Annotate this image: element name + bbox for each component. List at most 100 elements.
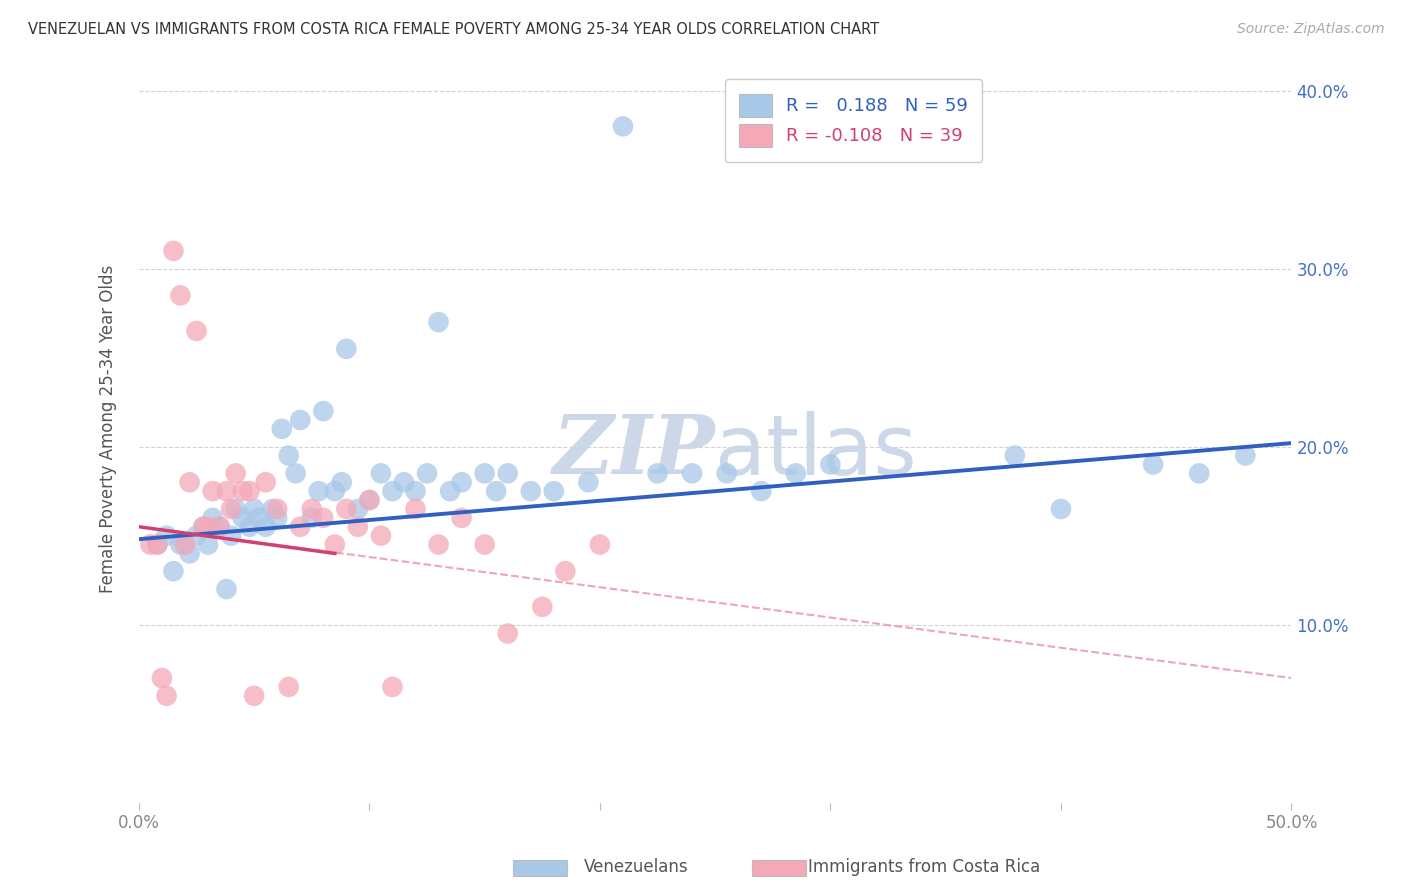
Point	[312, 404, 335, 418]
Point	[266, 502, 288, 516]
Point	[270, 422, 292, 436]
Point	[225, 502, 247, 516]
Point	[219, 529, 242, 543]
Point	[277, 449, 299, 463]
Point	[243, 689, 266, 703]
Text: Venezuelans: Venezuelans	[583, 858, 688, 876]
Point	[238, 520, 260, 534]
Point	[381, 484, 404, 499]
Point	[301, 502, 323, 516]
Point	[254, 475, 277, 490]
Point	[215, 582, 238, 596]
Point	[266, 511, 288, 525]
Point	[290, 413, 312, 427]
Point	[647, 467, 669, 481]
Point	[749, 484, 772, 499]
Point	[1142, 458, 1164, 472]
Point	[225, 467, 247, 481]
Point	[347, 520, 370, 534]
Point	[201, 511, 224, 525]
Point	[485, 484, 508, 499]
Point	[169, 537, 191, 551]
Point	[197, 520, 219, 534]
Point	[554, 564, 576, 578]
Point	[392, 475, 415, 490]
Point	[186, 324, 208, 338]
Point	[208, 520, 231, 534]
Point	[370, 529, 392, 543]
Point	[1050, 502, 1073, 516]
Point	[201, 484, 224, 499]
Point	[247, 511, 270, 525]
Point	[277, 680, 299, 694]
Point	[474, 537, 496, 551]
Point	[519, 484, 541, 499]
Point	[232, 511, 254, 525]
Point	[531, 599, 554, 614]
Point	[254, 520, 277, 534]
Point	[359, 493, 381, 508]
Point	[820, 458, 842, 472]
Point	[681, 467, 703, 481]
Point	[219, 502, 242, 516]
Point	[359, 493, 381, 508]
Point	[155, 529, 177, 543]
Point	[474, 467, 496, 481]
Point	[179, 546, 201, 560]
Point	[416, 467, 439, 481]
Point	[308, 484, 330, 499]
Point	[179, 475, 201, 490]
Point	[208, 520, 231, 534]
Point	[169, 288, 191, 302]
Point	[370, 467, 392, 481]
Point	[238, 484, 260, 499]
Point	[174, 537, 197, 551]
Point	[427, 315, 450, 329]
Point	[450, 511, 472, 525]
Point	[162, 244, 184, 258]
Point	[612, 120, 634, 134]
Point	[193, 520, 215, 534]
Point	[543, 484, 565, 499]
Point	[139, 537, 162, 551]
Point	[405, 502, 427, 516]
Legend: R =   0.188   N = 59, R = -0.108   N = 39: R = 0.188 N = 59, R = -0.108 N = 39	[724, 79, 983, 161]
Point	[323, 537, 346, 551]
Point	[262, 502, 284, 516]
Point	[215, 484, 238, 499]
Point	[162, 564, 184, 578]
Point	[146, 537, 169, 551]
Point	[450, 475, 472, 490]
Point	[146, 537, 169, 551]
Point	[439, 484, 461, 499]
Point	[197, 537, 219, 551]
Point	[323, 484, 346, 499]
Point	[576, 475, 599, 490]
Point	[335, 502, 357, 516]
Point	[1188, 467, 1211, 481]
Point	[785, 467, 807, 481]
Point	[1234, 449, 1257, 463]
Point	[186, 529, 208, 543]
Point	[347, 502, 370, 516]
Point	[589, 537, 612, 551]
Point	[284, 467, 307, 481]
Text: ZIP: ZIP	[553, 411, 716, 491]
Point	[335, 342, 357, 356]
Text: VENEZUELAN VS IMMIGRANTS FROM COSTA RICA FEMALE POVERTY AMONG 25-34 YEAR OLDS CO: VENEZUELAN VS IMMIGRANTS FROM COSTA RICA…	[28, 22, 879, 37]
Point	[381, 680, 404, 694]
Point	[496, 626, 519, 640]
Point	[716, 467, 738, 481]
Point	[174, 537, 197, 551]
Y-axis label: Female Poverty Among 25-34 Year Olds: Female Poverty Among 25-34 Year Olds	[100, 265, 117, 593]
Point	[243, 502, 266, 516]
Point	[1004, 449, 1026, 463]
Point	[155, 689, 177, 703]
Point	[150, 671, 173, 685]
Point	[427, 537, 450, 551]
Point	[496, 467, 519, 481]
Point	[301, 511, 323, 525]
Point	[405, 484, 427, 499]
Point	[232, 484, 254, 499]
Point	[193, 520, 215, 534]
